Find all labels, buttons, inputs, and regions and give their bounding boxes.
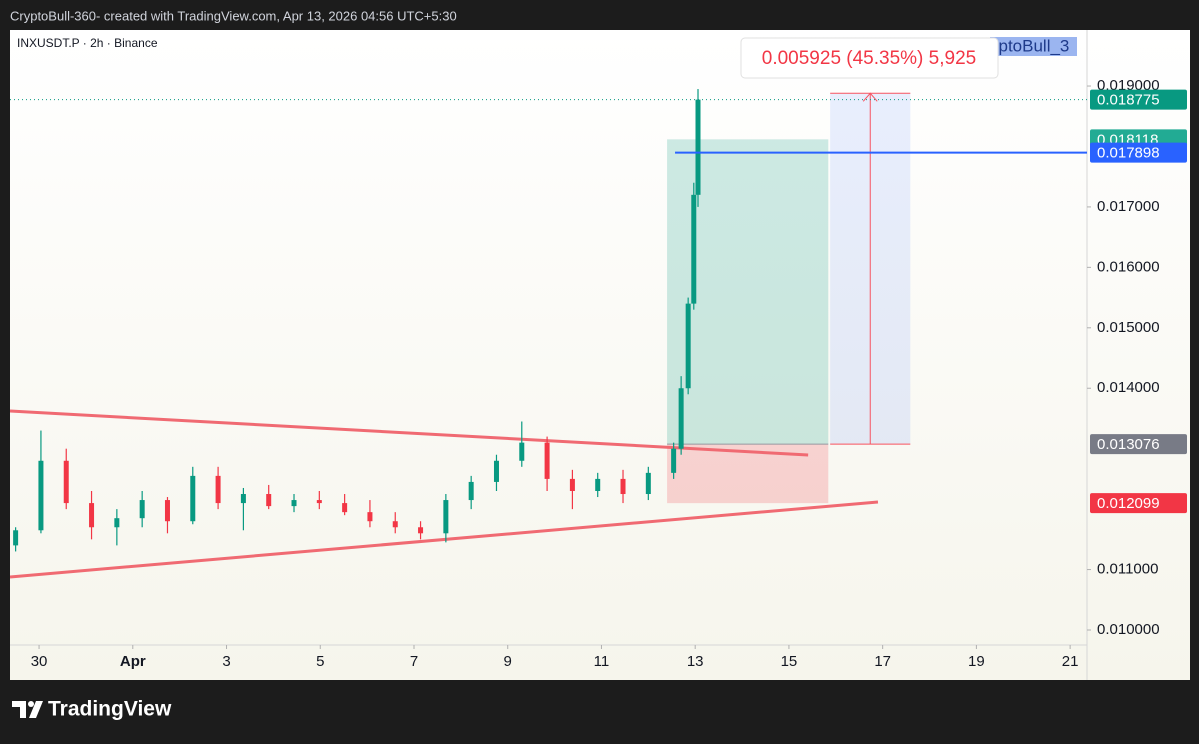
y-tick-label: 0.010000 <box>1097 621 1160 638</box>
x-tick-label: 13 <box>687 653 704 670</box>
y-tick-label: 0.016000 <box>1097 258 1160 275</box>
price-label-box <box>1090 434 1187 455</box>
axes: 0.010000 0.011000 0.014000 0.015000 0.016000… <box>31 77 1187 670</box>
candle-body <box>418 527 424 534</box>
candle-body <box>519 442 525 461</box>
candle-body <box>595 478 601 491</box>
candle-body <box>63 460 69 504</box>
candle-body <box>691 194 697 304</box>
candle-body <box>695 99 701 195</box>
candle-body <box>316 500 322 504</box>
y-tick-label: 0.014000 <box>1097 379 1160 396</box>
candle-body <box>493 460 499 482</box>
profit-zone <box>667 139 829 445</box>
x-tick-label: 17 <box>874 653 891 670</box>
candle-body <box>671 448 677 473</box>
candle-body <box>342 503 348 513</box>
x-tick-label: 7 <box>410 653 418 670</box>
price-label-box <box>1090 89 1187 110</box>
x-tick-label: 5 <box>316 653 324 670</box>
x-tick-label: 19 <box>968 653 985 670</box>
candle-body <box>240 494 246 504</box>
candle-body <box>544 442 550 479</box>
candle-body <box>89 503 95 528</box>
candle-body <box>266 494 272 507</box>
candle-body <box>114 518 120 528</box>
candle-body <box>392 521 398 528</box>
price-label: 0.018775 <box>1097 92 1160 109</box>
price-label: 0.013076 <box>1097 436 1160 453</box>
candle-body <box>685 303 691 389</box>
watermark: yptoBull_3 <box>990 36 1069 55</box>
candle-body <box>164 500 170 522</box>
x-tick-label: 11 <box>594 653 610 670</box>
chart-panel <box>10 30 1190 680</box>
candle-body <box>139 500 145 519</box>
price-label-box <box>1090 142 1187 163</box>
x-tick-label: 9 <box>504 653 512 670</box>
x-tick-label: 3 <box>222 653 230 670</box>
footer-brand: TradingView <box>48 698 172 721</box>
candle-body <box>291 500 297 507</box>
y-tick-label: 0.017000 <box>1097 198 1160 215</box>
footer-logo <box>12 701 43 718</box>
candle-body <box>645 472 651 495</box>
candle-body <box>678 388 684 449</box>
candle-body <box>215 475 221 504</box>
x-tick-label: 21 <box>1062 653 1079 670</box>
trendline <box>10 409 809 457</box>
x-tick-label: 30 <box>31 653 48 670</box>
watermark-bg <box>990 37 1077 56</box>
candle-body <box>367 512 373 522</box>
price-label: 0.017898 <box>1097 145 1160 162</box>
candle-body <box>190 475 196 522</box>
y-tick-label: 0.015000 <box>1097 319 1160 336</box>
candle-body <box>569 478 575 491</box>
x-tick-label: Apr <box>120 653 146 670</box>
x-tick-label: 15 <box>781 653 798 670</box>
candle-body <box>620 478 626 495</box>
caption: CryptoBull-360- created with TradingView… <box>10 8 457 23</box>
candle-body <box>468 481 474 501</box>
candle-body <box>13 530 19 546</box>
plot-area <box>10 89 1087 579</box>
price-label: 0.012099 <box>1097 495 1160 512</box>
measure-label: 0.005925 (45.35%) 5,925 <box>762 48 976 69</box>
candle-body <box>443 500 449 534</box>
symbol-info: INXUSDT.P · 2h · Binance <box>17 36 158 50</box>
candle-body <box>38 460 44 531</box>
y-tick-label: 0.011000 <box>1097 561 1158 578</box>
price-label-box <box>1090 493 1187 514</box>
measure-label-box <box>740 37 999 79</box>
trendline <box>10 500 879 579</box>
measure-arrow-head <box>862 92 878 102</box>
